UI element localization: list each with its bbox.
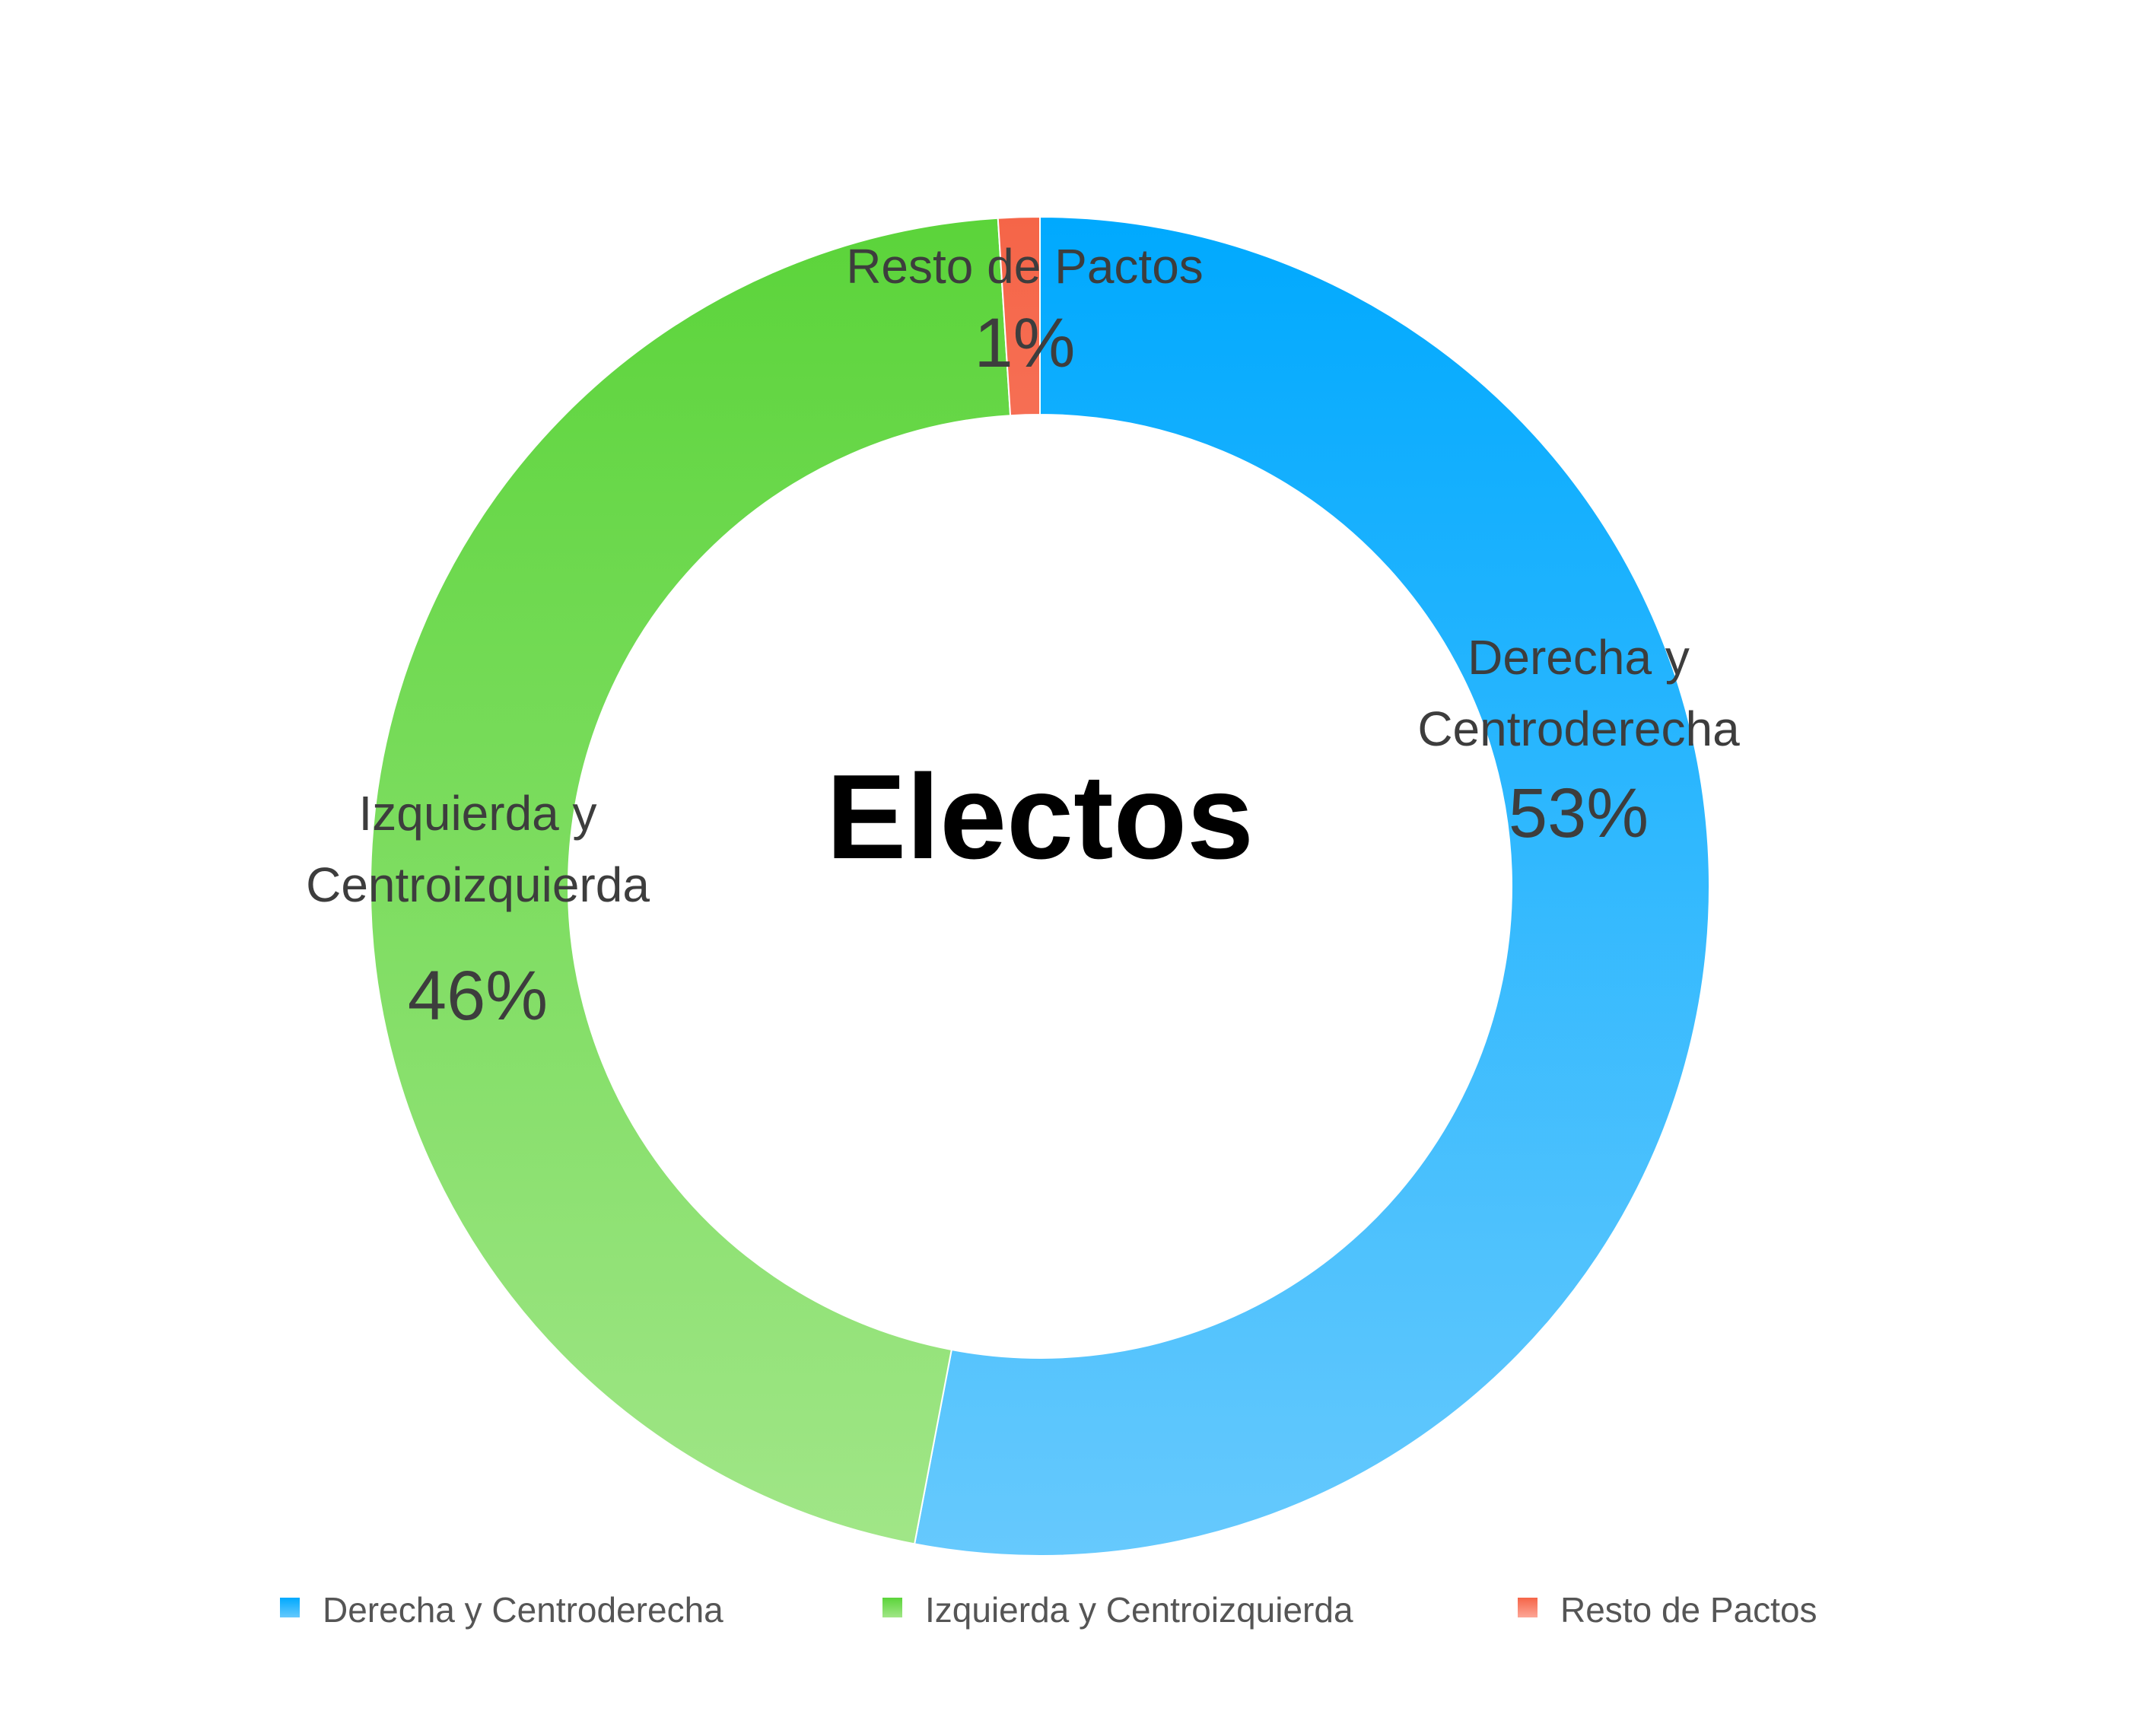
legend-swatch-0 <box>280 1598 300 1617</box>
legend-label-2: Resto de Pactos <box>1560 1590 1817 1630</box>
slice-value-label-1: 46% <box>408 957 548 1035</box>
slice-value-label-2: 1% <box>975 304 1076 382</box>
slice-labels: Derecha y Centroderecha 53% Izquierda y Cent… <box>306 239 1740 1035</box>
chart-title: Electos <box>826 750 1254 884</box>
legend-swatch-1 <box>882 1598 902 1617</box>
donut-slices <box>370 215 1711 1557</box>
legend: Derecha y Centroderecha Izquierda y Centr… <box>280 1590 1817 1630</box>
donut-slice-0 <box>913 215 1711 1557</box>
donut-slice-1 <box>370 217 1012 1545</box>
legend-label-1: Izquierda y Centroizquierda <box>925 1590 1353 1630</box>
slice-label-1-line-0: Izquierda y <box>358 786 596 841</box>
slice-label-2-line-0: Resto de Pactos <box>846 239 1204 294</box>
slice-value-label-0: 53% <box>1509 774 1649 852</box>
slice-label-0-line-1: Centroderecha <box>1417 701 1740 756</box>
legend-label-0: Derecha y Centroderecha <box>323 1590 723 1630</box>
legend-swatch-2 <box>1518 1598 1538 1617</box>
slice-label-1-line-1: Centroizquierda <box>306 857 650 912</box>
donut-slice-2 <box>997 215 1041 417</box>
slice-label-0-line-0: Derecha y <box>1468 630 1690 685</box>
